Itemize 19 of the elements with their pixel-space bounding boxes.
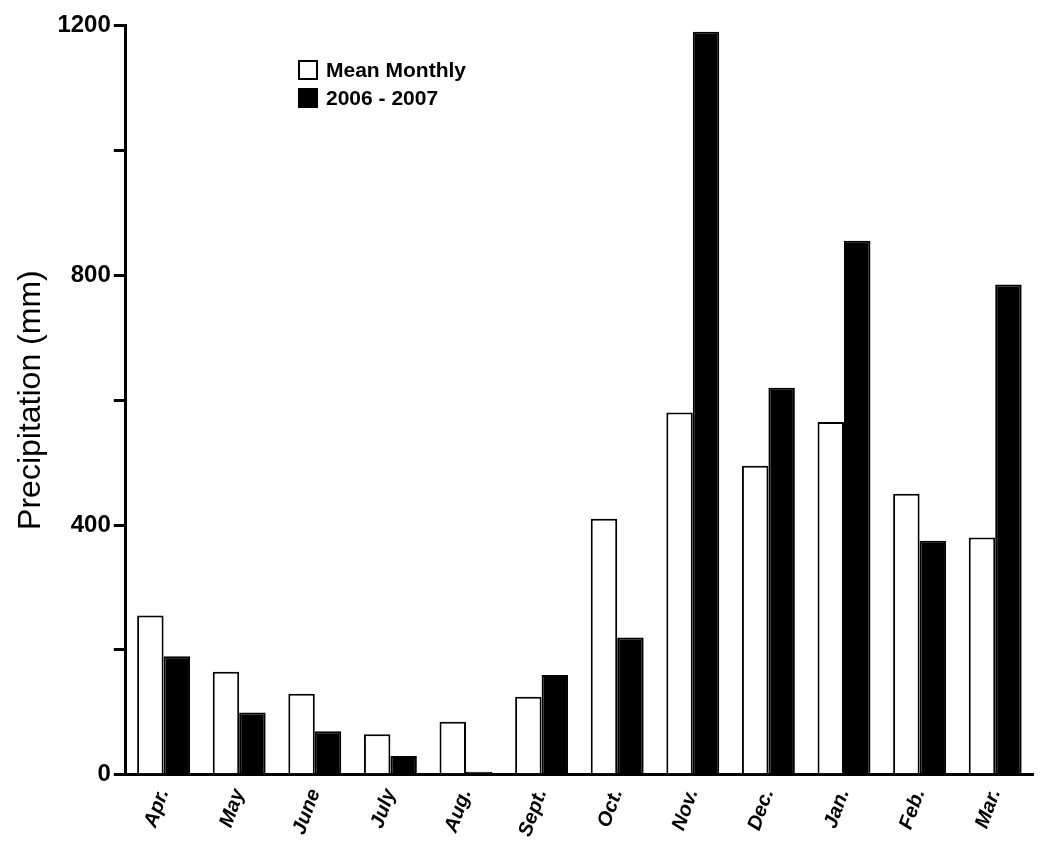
x-tick-label: Mar.	[969, 785, 1005, 831]
legend-label: 2006 - 2007	[326, 86, 439, 110]
x-tick-label: Nov.	[666, 785, 702, 833]
y-axis-title: Precipitation (mm)	[11, 270, 48, 530]
x-tick-label: May	[214, 784, 249, 830]
x-tick-label: Aug.	[438, 785, 475, 836]
y-tick-label: 1200	[57, 10, 111, 38]
y-tick-label: 0	[97, 759, 111, 787]
x-tick-label: Jan.	[818, 785, 853, 831]
x-tick-label: Sept.	[513, 785, 551, 840]
y-tick-label: 800	[70, 259, 111, 287]
legend-label: Mean Monthly	[326, 58, 466, 82]
x-tick-label: Feb.	[893, 785, 929, 832]
x-tick-label: Oct.	[592, 785, 627, 830]
x-tick-label: June	[287, 785, 324, 838]
x-tick-label: July	[364, 784, 400, 831]
y-tick-label: 400	[70, 509, 111, 537]
x-tick-label: Apr.	[138, 785, 173, 831]
x-tick-label: Dec.	[742, 785, 778, 833]
